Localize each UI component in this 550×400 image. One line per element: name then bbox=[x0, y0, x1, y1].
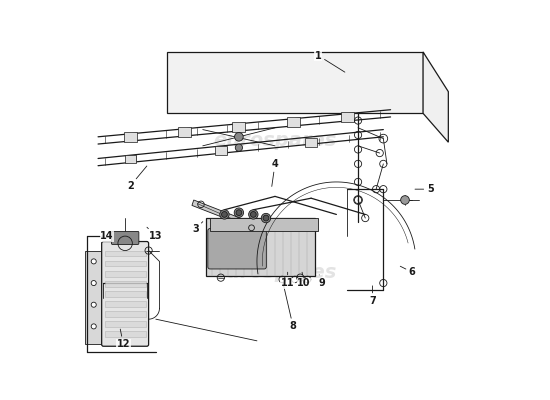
Circle shape bbox=[235, 144, 243, 151]
FancyBboxPatch shape bbox=[210, 218, 318, 231]
FancyBboxPatch shape bbox=[112, 232, 139, 244]
Circle shape bbox=[91, 302, 96, 307]
FancyBboxPatch shape bbox=[102, 242, 148, 346]
Text: 5: 5 bbox=[415, 184, 433, 194]
FancyBboxPatch shape bbox=[85, 250, 102, 344]
Circle shape bbox=[261, 213, 271, 223]
Circle shape bbox=[263, 215, 269, 221]
FancyBboxPatch shape bbox=[178, 127, 191, 138]
Text: 10: 10 bbox=[297, 272, 311, 288]
Circle shape bbox=[249, 210, 258, 219]
Text: 14: 14 bbox=[100, 231, 114, 241]
Text: 1: 1 bbox=[315, 50, 345, 72]
FancyBboxPatch shape bbox=[340, 112, 354, 122]
FancyBboxPatch shape bbox=[233, 122, 245, 132]
FancyBboxPatch shape bbox=[104, 250, 146, 256]
Polygon shape bbox=[192, 200, 258, 231]
Text: 9: 9 bbox=[318, 275, 325, 288]
Text: eurospares: eurospares bbox=[213, 263, 337, 282]
FancyBboxPatch shape bbox=[104, 311, 146, 317]
FancyBboxPatch shape bbox=[104, 281, 146, 287]
Text: 6: 6 bbox=[400, 266, 416, 277]
Text: 8: 8 bbox=[283, 282, 296, 331]
Circle shape bbox=[236, 210, 242, 216]
Text: 12: 12 bbox=[117, 329, 130, 350]
Text: 4: 4 bbox=[272, 159, 278, 186]
Text: 3: 3 bbox=[192, 222, 203, 234]
Circle shape bbox=[222, 212, 227, 217]
FancyBboxPatch shape bbox=[208, 228, 266, 269]
FancyBboxPatch shape bbox=[125, 155, 136, 164]
FancyBboxPatch shape bbox=[124, 132, 137, 142]
Circle shape bbox=[234, 132, 243, 141]
FancyBboxPatch shape bbox=[104, 301, 146, 307]
Circle shape bbox=[220, 210, 229, 219]
FancyBboxPatch shape bbox=[104, 271, 146, 276]
FancyBboxPatch shape bbox=[305, 138, 317, 147]
Circle shape bbox=[250, 212, 256, 217]
Text: 11: 11 bbox=[281, 272, 294, 288]
Text: 13: 13 bbox=[147, 227, 163, 241]
Circle shape bbox=[91, 259, 96, 264]
Text: eurospares: eurospares bbox=[213, 131, 337, 150]
FancyBboxPatch shape bbox=[104, 332, 146, 337]
Circle shape bbox=[91, 280, 96, 286]
Polygon shape bbox=[167, 52, 423, 113]
FancyBboxPatch shape bbox=[104, 321, 146, 327]
Circle shape bbox=[234, 208, 244, 217]
FancyBboxPatch shape bbox=[215, 146, 227, 155]
Text: 2: 2 bbox=[127, 166, 147, 190]
FancyBboxPatch shape bbox=[104, 261, 146, 266]
FancyBboxPatch shape bbox=[104, 291, 146, 297]
Circle shape bbox=[91, 324, 96, 329]
FancyBboxPatch shape bbox=[206, 218, 315, 276]
FancyBboxPatch shape bbox=[287, 117, 300, 128]
Polygon shape bbox=[423, 52, 448, 142]
Text: 7: 7 bbox=[369, 286, 376, 306]
Circle shape bbox=[400, 196, 409, 204]
